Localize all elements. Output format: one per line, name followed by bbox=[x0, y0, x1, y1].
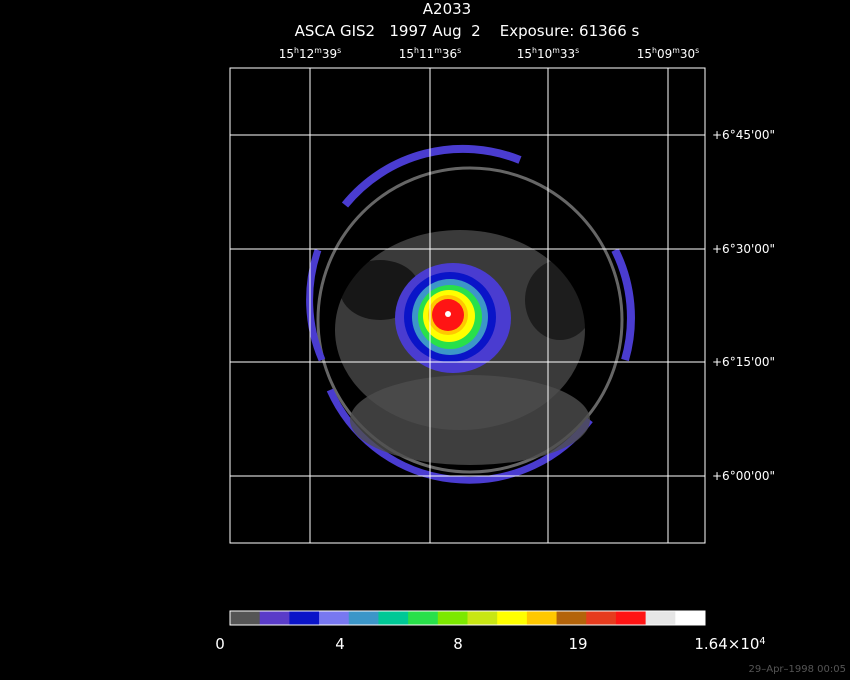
colorbar-swatch bbox=[259, 611, 290, 625]
superscript: m bbox=[314, 46, 322, 55]
label: 15h09m30s bbox=[637, 46, 699, 61]
colorbar-swatch bbox=[645, 611, 676, 625]
superscript: h bbox=[294, 46, 299, 55]
label: 15h11m36s bbox=[399, 46, 461, 61]
superscript: s bbox=[337, 46, 341, 55]
superscript: m bbox=[552, 46, 560, 55]
colorbar-swatch bbox=[497, 611, 528, 625]
colorbar-swatch bbox=[526, 611, 558, 625]
dec-label: +6°30'00" bbox=[712, 242, 775, 256]
label: 0 bbox=[215, 635, 225, 653]
colorbar-swatch bbox=[675, 611, 706, 625]
frame bbox=[229, 67, 706, 544]
colorbar-swatch bbox=[348, 611, 379, 625]
colorbar-swatch bbox=[408, 611, 439, 625]
text: 33 bbox=[560, 47, 575, 61]
label: 19 bbox=[568, 635, 587, 653]
text: 15 bbox=[399, 47, 414, 61]
edge-arc bbox=[341, 144, 522, 208]
text: 19 bbox=[568, 635, 587, 653]
dec-label: +6°45'00" bbox=[712, 128, 775, 142]
colorbar-swatch bbox=[556, 611, 587, 625]
text: 36 bbox=[442, 47, 457, 61]
superscript: 4 bbox=[759, 636, 765, 647]
dec-label: +6°15'00" bbox=[712, 355, 775, 369]
diffuse-emission bbox=[350, 375, 590, 465]
colorbar-swatch bbox=[467, 611, 498, 625]
text: 10 bbox=[537, 47, 552, 61]
text: 11 bbox=[419, 47, 434, 61]
text: 39 bbox=[322, 47, 337, 61]
superscript: h bbox=[532, 46, 537, 55]
colorbar-swatch bbox=[615, 611, 647, 625]
text: 4 bbox=[335, 635, 345, 653]
label: 4 bbox=[335, 635, 345, 653]
colorbar-swatch bbox=[230, 611, 261, 625]
image bbox=[306, 144, 635, 484]
peak bbox=[445, 311, 451, 317]
text: 0 bbox=[215, 635, 225, 653]
title: A2033 bbox=[423, 0, 471, 18]
subtitle: ASCA GIS2 1997 Aug 2 Exposure: 61366 s bbox=[295, 22, 640, 40]
text: 15 bbox=[279, 47, 294, 61]
text: 12 bbox=[299, 47, 314, 61]
text: 1.64×10 bbox=[694, 635, 759, 653]
superscript: m bbox=[434, 46, 442, 55]
superscript: s bbox=[695, 46, 699, 55]
edge-arc bbox=[611, 248, 635, 362]
colorbar-swatch bbox=[586, 611, 617, 625]
text: 15 bbox=[517, 47, 532, 61]
superscript: s bbox=[457, 46, 461, 55]
colorbar-swatch bbox=[378, 611, 409, 625]
text: 09 bbox=[657, 47, 672, 61]
detector-ring bbox=[316, 166, 624, 474]
superscript: m bbox=[672, 46, 680, 55]
dec-label: +6°00'00" bbox=[712, 469, 775, 483]
timestamp: 29–Apr–1998 00:05 bbox=[749, 664, 846, 675]
gap bbox=[525, 260, 595, 340]
superscript: s bbox=[575, 46, 579, 55]
colorbar-swatch bbox=[289, 611, 320, 625]
label: 15h10m33s bbox=[517, 46, 579, 61]
label: 8 bbox=[453, 635, 463, 653]
text: 8 bbox=[453, 635, 463, 653]
colorbar-swatch bbox=[437, 611, 468, 625]
label: 1.64×104 bbox=[694, 635, 765, 653]
superscript: h bbox=[652, 46, 657, 55]
colorbar-frame bbox=[229, 610, 706, 626]
grid bbox=[229, 67, 706, 544]
text: 30 bbox=[680, 47, 695, 61]
text: 15 bbox=[637, 47, 652, 61]
superscript: h bbox=[414, 46, 419, 55]
colorbar-swatch bbox=[319, 611, 350, 625]
label: 15h12m39s bbox=[279, 46, 341, 61]
